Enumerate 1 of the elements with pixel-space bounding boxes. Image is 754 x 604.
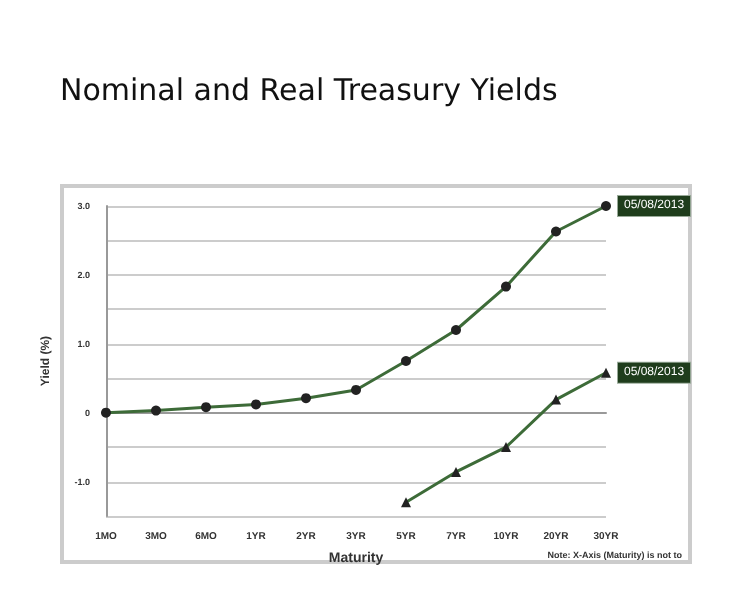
chart-title: Nominal and Real Treasury Yields — [60, 72, 558, 108]
